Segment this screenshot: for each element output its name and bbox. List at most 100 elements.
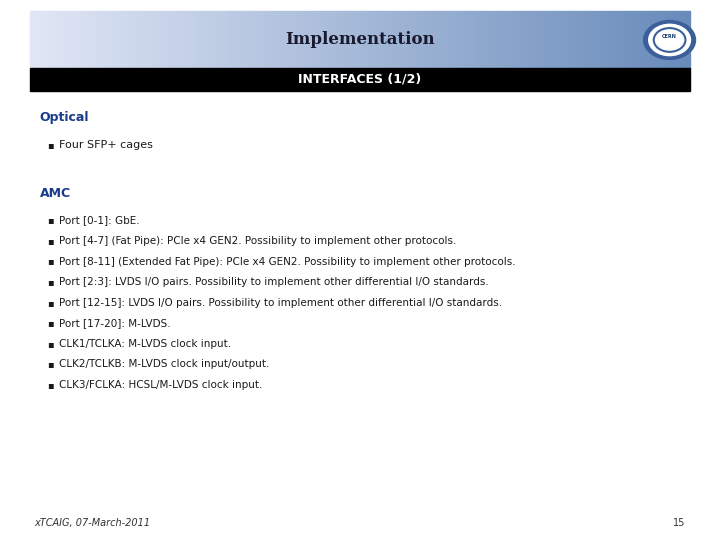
Bar (449, 11, 452, 69)
Bar (581, 11, 584, 69)
Text: Port [4-7] (Fat Pipe): PCIe x4 GEN2. Possibility to implement other protocols.: Port [4-7] (Fat Pipe): PCIe x4 GEN2. Pos… (59, 236, 456, 246)
Bar (637, 11, 640, 69)
Bar (185, 11, 189, 69)
Bar (485, 11, 489, 69)
Bar (360, 11, 364, 69)
Bar (558, 11, 561, 69)
Bar (370, 11, 373, 69)
Bar (552, 11, 554, 69)
Bar (330, 11, 333, 69)
Bar (436, 11, 439, 69)
Bar (456, 11, 459, 69)
Bar (356, 11, 360, 69)
Bar (43, 11, 47, 69)
Text: Port [8-11] (Extended Fat Pipe): PCIe x4 GEN2. Possibility to implement other pr: Port [8-11] (Extended Fat Pipe): PCIe x4… (59, 256, 516, 267)
Bar (466, 11, 469, 69)
Bar (663, 11, 667, 69)
Bar (657, 11, 660, 69)
Bar (541, 11, 544, 69)
Bar (495, 11, 498, 69)
Bar (538, 11, 541, 69)
Bar (189, 11, 192, 69)
Bar (76, 11, 80, 69)
Bar (515, 11, 518, 69)
Text: Port [17-20]: M-LVDS.: Port [17-20]: M-LVDS. (59, 318, 171, 328)
Bar (113, 11, 116, 69)
Bar (314, 11, 317, 69)
Bar (109, 11, 113, 69)
Bar (608, 11, 611, 69)
Bar (30, 11, 34, 69)
Bar (337, 11, 341, 69)
Bar (53, 11, 57, 69)
Bar (149, 11, 152, 69)
Bar (354, 11, 356, 69)
Bar (192, 11, 195, 69)
Bar (116, 11, 120, 69)
Bar (575, 11, 577, 69)
Bar (677, 11, 680, 69)
Text: CLK2/TCLKB: M-LVDS clock input/output.: CLK2/TCLKB: M-LVDS clock input/output. (59, 359, 269, 369)
Bar (584, 11, 588, 69)
Bar (568, 11, 571, 69)
Text: ▪: ▪ (47, 298, 53, 308)
Bar (96, 11, 99, 69)
Text: 15: 15 (673, 518, 685, 528)
Text: Optical: Optical (40, 111, 89, 124)
Bar (80, 11, 83, 69)
Bar (598, 11, 600, 69)
Bar (419, 11, 423, 69)
Bar (287, 11, 291, 69)
Bar (57, 11, 60, 69)
Bar (258, 11, 261, 69)
Bar (379, 11, 383, 69)
Bar (179, 11, 182, 69)
Bar (683, 11, 686, 69)
Bar (343, 11, 347, 69)
Bar (93, 11, 96, 69)
Bar (433, 11, 436, 69)
Bar (686, 11, 690, 69)
Bar (120, 11, 122, 69)
Text: ▪: ▪ (47, 140, 53, 151)
Bar (208, 11, 212, 69)
Bar (505, 11, 508, 69)
Bar (341, 11, 343, 69)
Bar (400, 11, 403, 69)
Bar (70, 11, 73, 69)
Bar (588, 11, 591, 69)
Bar (271, 11, 274, 69)
Bar (670, 11, 673, 69)
Bar (571, 11, 575, 69)
Bar (660, 11, 663, 69)
Bar (222, 11, 225, 69)
Text: Four SFP+ cages: Four SFP+ cages (59, 140, 153, 151)
Bar (30, 68, 690, 91)
Bar (63, 11, 66, 69)
Bar (73, 11, 76, 69)
Bar (614, 11, 617, 69)
Bar (667, 11, 670, 69)
Bar (544, 11, 548, 69)
Bar (390, 11, 393, 69)
Bar (145, 11, 149, 69)
Bar (199, 11, 202, 69)
Bar (284, 11, 287, 69)
Bar (251, 11, 254, 69)
Bar (136, 11, 139, 69)
Bar (228, 11, 231, 69)
Text: xTCAIG, 07-March-2011: xTCAIG, 07-March-2011 (35, 518, 150, 528)
Bar (650, 11, 654, 69)
Text: ▪: ▪ (47, 318, 53, 328)
Bar (89, 11, 93, 69)
Bar (152, 11, 156, 69)
Bar (212, 11, 215, 69)
Bar (442, 11, 446, 69)
Bar (452, 11, 456, 69)
Bar (159, 11, 162, 69)
Bar (426, 11, 429, 69)
Text: CERN: CERN (662, 34, 677, 39)
Bar (215, 11, 218, 69)
Bar (479, 11, 482, 69)
Bar (410, 11, 413, 69)
